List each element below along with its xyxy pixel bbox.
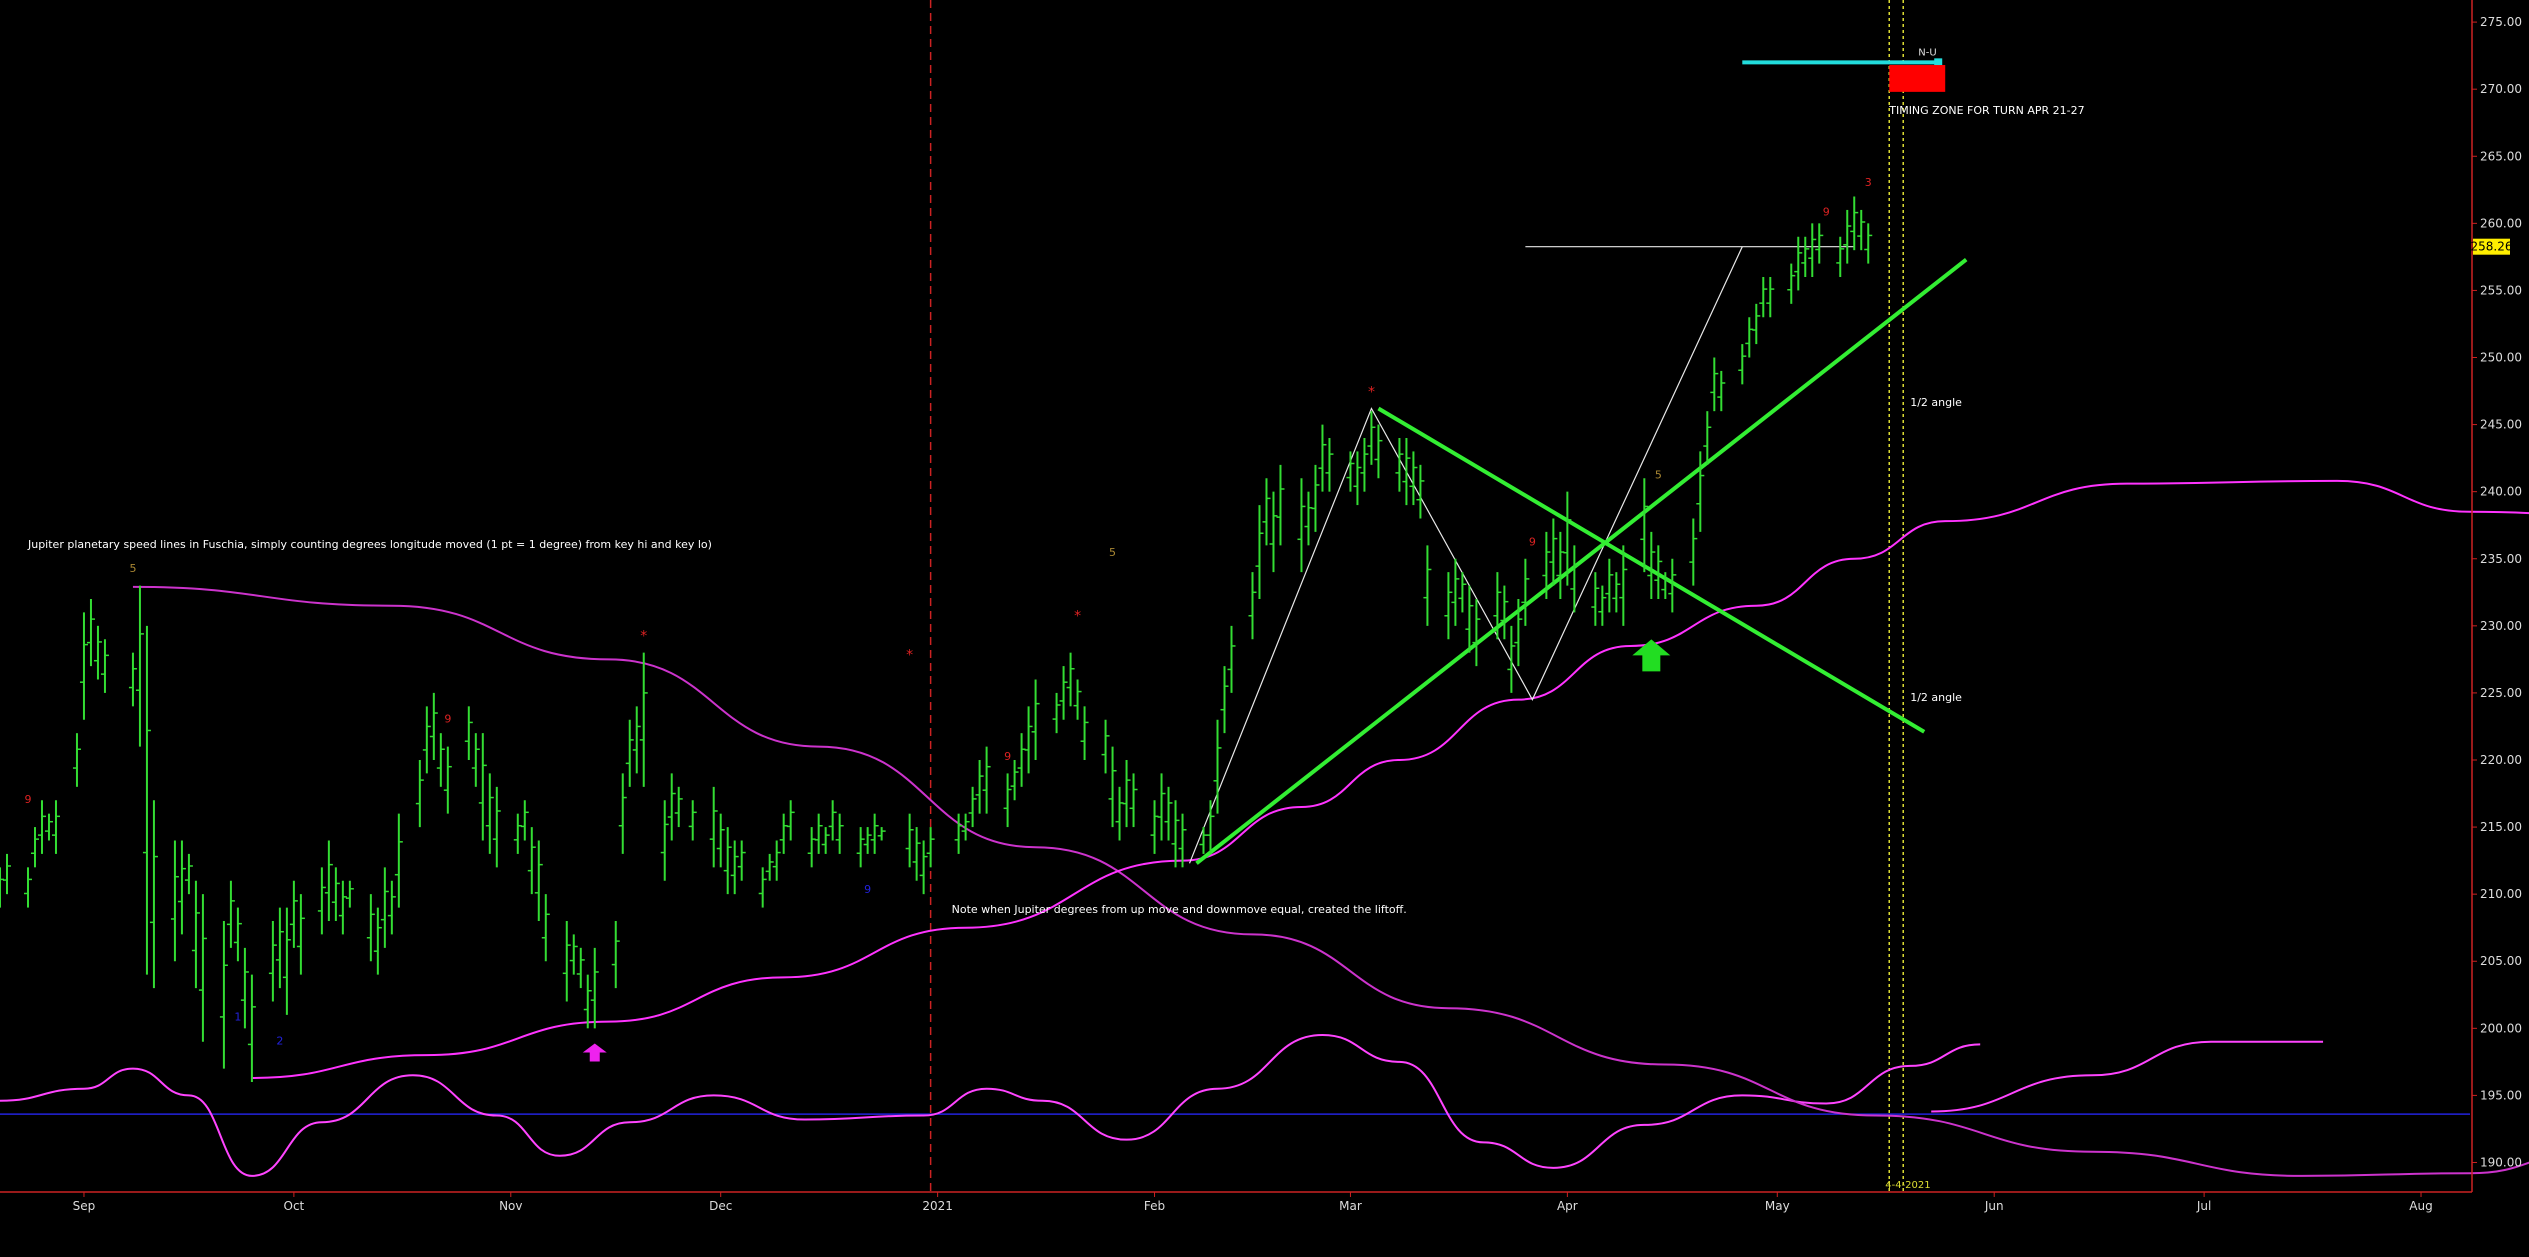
count-marker: 9	[24, 793, 31, 806]
count-marker: 2	[276, 1034, 283, 1047]
jupiter-speed-line	[0, 1034, 1981, 1177]
y-tick-label: 215.00	[2480, 820, 2522, 834]
x-tick-label: May	[1765, 1199, 1790, 1213]
timing-zone-label: TIMING ZONE FOR TURN APR 21-27	[1888, 104, 2084, 117]
count-marker: 9	[1529, 535, 1536, 548]
count-marker: *	[1074, 608, 1081, 624]
count-marker: 1	[234, 1010, 241, 1023]
y-tick-label: 200.00	[2480, 1021, 2522, 1035]
y-tick-label: 235.00	[2480, 552, 2522, 566]
y-tick-label: 230.00	[2480, 619, 2522, 633]
y-tick-label: 205.00	[2480, 954, 2522, 968]
count-marker: 9	[444, 712, 451, 725]
x-tick-label: Dec	[709, 1199, 732, 1213]
annotations-layer: TIMING ZONE FOR TURN APR 21-27 Jupiter pl…	[27, 104, 2085, 916]
annotation-text: 1/2 angle	[1910, 396, 1962, 409]
last-price-badge	[2473, 238, 2510, 255]
y-tick-label: 275.00	[2480, 15, 2522, 29]
timing-zone-nu-label: N-U	[1918, 47, 1936, 58]
x-tick-label: Oct	[284, 1199, 305, 1213]
timing-zone-handle	[1934, 58, 1943, 67]
x-tick-label: Aug	[2409, 1199, 2432, 1213]
markers-layer: 9 5 1 2 9 * 9 * 9 5 * * 9 5 9 3 N-U	[24, 47, 1946, 1062]
y-tick-label: 250.00	[2480, 351, 2522, 365]
annotation-text: 1/2 angle	[1910, 691, 1962, 704]
x-tick-label: Apr	[1557, 1199, 1578, 1213]
white-projection-line	[1188, 246, 1743, 864]
axes-layer: 190.00 195.00 200.00 205.00 210.00 215.00 220.…	[0, 0, 2522, 1213]
y-tick-label: 245.00	[2480, 418, 2522, 432]
count-marker: 3	[1865, 176, 1872, 189]
jupiter-speed-line	[1931, 1040, 2324, 1113]
half-angle-trendline	[1195, 257, 1968, 865]
count-marker: 5	[1655, 468, 1662, 481]
up-arrow-icon	[582, 1043, 607, 1062]
count-marker: 9	[864, 883, 871, 896]
count-marker: 5	[1109, 546, 1116, 559]
annotation-text: Jupiter planetary speed lines in Fuschia…	[27, 538, 712, 551]
y-tick-label: 225.00	[2480, 686, 2522, 700]
y-tick-label: 240.00	[2480, 485, 2522, 499]
x-tick-label: Sep	[73, 1199, 96, 1213]
x-tick-label: Mar	[1339, 1199, 1362, 1213]
x-tick-label: Jun	[1984, 1199, 2004, 1213]
up-arrow-icon	[1632, 639, 1671, 672]
price-bars-layer	[0, 196, 1873, 1082]
x-tick-label: Jul	[2196, 1199, 2211, 1213]
y-tick-label: 190.00	[2480, 1155, 2522, 1169]
y-tick-label: 210.00	[2480, 887, 2522, 901]
count-marker: *	[1368, 384, 1375, 400]
x-tick-label: Nov	[499, 1199, 522, 1213]
y-tick-label: 195.00	[2480, 1088, 2522, 1102]
count-marker: *	[640, 629, 647, 645]
indicator-lines-layer	[0, 0, 2529, 1192]
y-tick-label: 220.00	[2480, 753, 2522, 767]
y-tick-label: 255.00	[2480, 283, 2522, 297]
y-tick-label: 270.00	[2480, 82, 2522, 96]
count-marker: 5	[129, 562, 136, 575]
count-marker: *	[906, 647, 913, 663]
y-tick-label: 265.00	[2480, 149, 2522, 163]
x-tick-label: 2021	[922, 1199, 953, 1213]
jupiter-speed-line	[251, 479, 2529, 1079]
date-readout-label: 4-4-2021	[1885, 1180, 1930, 1191]
y-tick-label: 260.00	[2480, 216, 2522, 230]
count-marker: 9	[1004, 750, 1011, 763]
count-marker: 9	[1823, 205, 1830, 218]
x-tick-label: Feb	[1144, 1199, 1165, 1213]
timing-zone-box	[1889, 65, 1946, 92]
last-price-label: 258.26	[2471, 240, 2513, 254]
annotation-text: Note when Jupiter degrees from up move a…	[952, 903, 1407, 916]
jupiter-speed-line	[132, 585, 2529, 1177]
